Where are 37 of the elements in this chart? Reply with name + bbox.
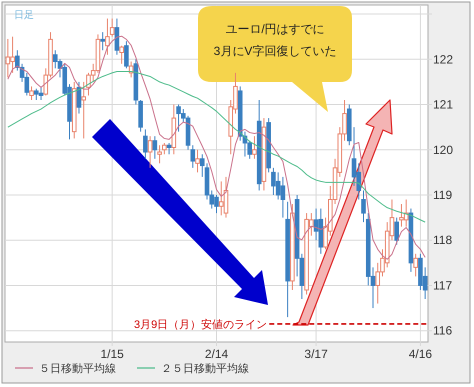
candlestick (190, 144, 196, 168)
candlestick (119, 45, 124, 64)
candlestick (148, 136, 152, 168)
candlestick (110, 18, 114, 38)
candlestick (143, 128, 148, 160)
annotation: 日足 (14, 10, 34, 21)
x-tick-label: 3/17 (304, 347, 328, 361)
candlestick (157, 144, 162, 164)
candlestick (114, 18, 120, 56)
ref-line-label: 3月9日（月）安値のライン (134, 318, 268, 331)
legend-label: ２５日移動平均線 (161, 363, 249, 375)
candlestick (29, 86, 34, 100)
annotation: ユーロ/円はすでに 3月にV字回復していた (214, 22, 336, 58)
candlestick (124, 40, 129, 69)
y-tick-label: 117 (433, 278, 452, 292)
candlestick (128, 61, 134, 78)
x-tick-label: 2/14 (204, 347, 228, 361)
candlestick (166, 142, 172, 155)
x-tick-label: 1/15 (100, 347, 124, 361)
candlestick (105, 18, 110, 56)
x-tick-label: 4/16 (408, 347, 432, 361)
candlestick (252, 136, 257, 160)
candlestick (152, 136, 158, 160)
candlestick (100, 32, 105, 51)
y-tick-label: 119 (433, 188, 452, 202)
y-tick-label: 122 (433, 52, 454, 66)
candlestick (76, 81, 82, 114)
y-tick-label: 118 (433, 233, 452, 248)
candlestick (394, 217, 399, 246)
candlestick (195, 149, 200, 173)
candlestick (413, 253, 418, 277)
candlestick (162, 142, 167, 155)
y-tick-label: 120 (433, 142, 454, 157)
y-tick-label: 121 (433, 98, 454, 112)
candlestick (81, 81, 86, 139)
legend-label: ５日移動平均線 (39, 363, 116, 375)
y-tick-label: 116 (433, 324, 452, 338)
